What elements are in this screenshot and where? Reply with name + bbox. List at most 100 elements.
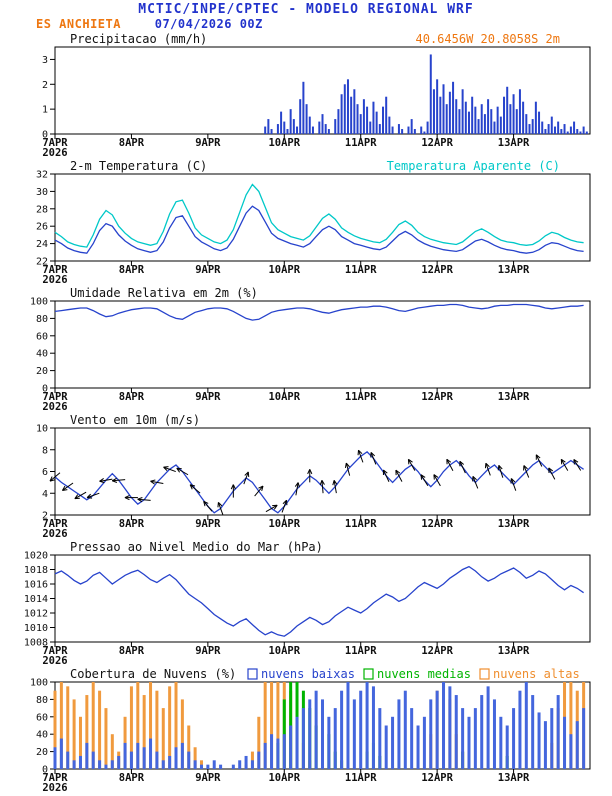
y-tick-label: 10 bbox=[36, 424, 48, 435]
panel-temperature-2m: 2-m Temperatura (C) Temperatura Aparente … bbox=[0, 157, 612, 284]
y-tick-label: 100 bbox=[30, 678, 48, 689]
y-tick-label: 1 bbox=[42, 105, 48, 116]
x-tick-label: 9APR bbox=[195, 518, 221, 530]
series-line-2-m-Temperatura-(C) bbox=[55, 206, 584, 253]
x-tick-label: 8APR bbox=[119, 518, 145, 530]
x-tick-label: 8APR bbox=[119, 391, 145, 403]
x-tick-label: 13APR bbox=[498, 264, 530, 276]
x-tick-label: 9APR bbox=[195, 772, 221, 784]
x-tick-label: 10APR bbox=[268, 137, 300, 149]
legend-swatch bbox=[480, 669, 489, 679]
y-tick-label: 1020 bbox=[24, 551, 48, 562]
x-tick-label: 10APR bbox=[268, 518, 300, 530]
x-tick-label: 13APR bbox=[498, 518, 530, 530]
y-tick-label: 30 bbox=[36, 187, 48, 198]
legend-label: nuvens altas bbox=[493, 667, 580, 681]
panel-title-umidade: Umidade Relativa em 2m (%) bbox=[70, 286, 258, 300]
series-line-Vento-em-10m-(m/s) bbox=[55, 452, 584, 513]
x-year-label: 2026 bbox=[42, 528, 67, 538]
chart-umidade: Umidade Relativa em 2m (%)0204060801007A… bbox=[0, 284, 612, 411]
x-tick-label: 9APR bbox=[195, 645, 221, 657]
y-tick-label: 40 bbox=[36, 730, 48, 741]
y-tick-label: 26 bbox=[36, 222, 48, 233]
x-year-label: 2026 bbox=[42, 274, 67, 284]
header: MCTIC/INPE/CPTEC - MODELO REGIONAL WRF E… bbox=[0, 0, 612, 30]
x-tick-label: 8APR bbox=[119, 772, 145, 784]
x-tick-label: 12APR bbox=[421, 518, 453, 530]
x-tick-label: 13APR bbox=[498, 772, 530, 784]
x-year-label: 2026 bbox=[42, 401, 67, 411]
x-tick-label: 12APR bbox=[421, 264, 453, 276]
chart-pressao: Pressao ao Nivel Medio do Mar (hPa)10081… bbox=[0, 538, 612, 665]
y-tick-label: 24 bbox=[36, 239, 48, 250]
plot-frame bbox=[55, 555, 590, 642]
y-tick-label: 60 bbox=[36, 712, 48, 723]
x-tick-label: 10APR bbox=[268, 772, 300, 784]
plot-frame bbox=[55, 301, 590, 388]
x-tick-label: 13APR bbox=[498, 391, 530, 403]
x-tick-label: 13APR bbox=[498, 137, 530, 149]
x-tick-label: 11APR bbox=[345, 772, 377, 784]
y-tick-label: 1016 bbox=[24, 580, 48, 591]
y-tick-label: 40 bbox=[36, 349, 48, 360]
legend-swatch bbox=[248, 669, 257, 679]
panel-right-label: Temperatura Aparente (C) bbox=[387, 159, 560, 173]
chart-precipitacao: Precipitacao (mm/h)40.6456W 20.8058S 2m0… bbox=[0, 30, 612, 157]
x-tick-label: 12APR bbox=[421, 772, 453, 784]
panel-title-vento: Vento em 10m (m/s) bbox=[70, 413, 200, 427]
legend-swatch bbox=[364, 669, 373, 679]
series-line-Temperatura-Aparente-(C) bbox=[55, 184, 584, 247]
y-tick-label: 28 bbox=[36, 204, 48, 215]
y-tick-label: 8 bbox=[42, 445, 48, 456]
run-datetime: 07/04/2026 00Z bbox=[155, 17, 263, 31]
x-tick-label: 9APR bbox=[195, 137, 221, 149]
y-tick-label: 20 bbox=[36, 366, 48, 377]
x-tick-label: 10APR bbox=[268, 391, 300, 403]
y-tick-label: 1010 bbox=[24, 623, 48, 634]
legend-label: nuvens medias bbox=[377, 667, 471, 681]
x-tick-label: 8APR bbox=[119, 264, 145, 276]
y-tick-label: 32 bbox=[36, 170, 48, 181]
y-tick-label: 60 bbox=[36, 331, 48, 342]
x-tick-label: 11APR bbox=[345, 645, 377, 657]
series-bars bbox=[264, 54, 588, 134]
chart-temperatura: 2-m Temperatura (C) Temperatura Aparente … bbox=[0, 157, 612, 284]
y-tick-label: 1018 bbox=[24, 565, 48, 576]
y-tick-label: 2 bbox=[42, 80, 48, 91]
panel-title-temperatura: 2-m Temperatura (C) bbox=[70, 159, 207, 173]
y-tick-label: 20 bbox=[36, 747, 48, 758]
y-tick-label: 6 bbox=[42, 467, 48, 478]
x-tick-label: 11APR bbox=[345, 391, 377, 403]
x-tick-label: 11APR bbox=[345, 137, 377, 149]
y-tick-label: 3 bbox=[42, 55, 48, 66]
x-tick-label: 8APR bbox=[119, 645, 145, 657]
series-nuvens-baixas bbox=[54, 682, 586, 769]
page-title: MCTIC/INPE/CPTEC - MODELO REGIONAL WRF bbox=[0, 0, 612, 17]
x-tick-label: 8APR bbox=[119, 137, 145, 149]
x-tick-label: 10APR bbox=[268, 264, 300, 276]
x-year-label: 2026 bbox=[42, 147, 67, 157]
x-tick-label: 10APR bbox=[268, 645, 300, 657]
x-tick-label: 12APR bbox=[421, 645, 453, 657]
y-tick-label: 80 bbox=[36, 695, 48, 706]
y-tick-label: 4 bbox=[42, 489, 48, 500]
panel-title-pressao: Pressao ao Nivel Medio do Mar (hPa) bbox=[70, 540, 323, 554]
legend-label: nuvens baixas bbox=[261, 667, 355, 681]
x-tick-label: 12APR bbox=[421, 137, 453, 149]
